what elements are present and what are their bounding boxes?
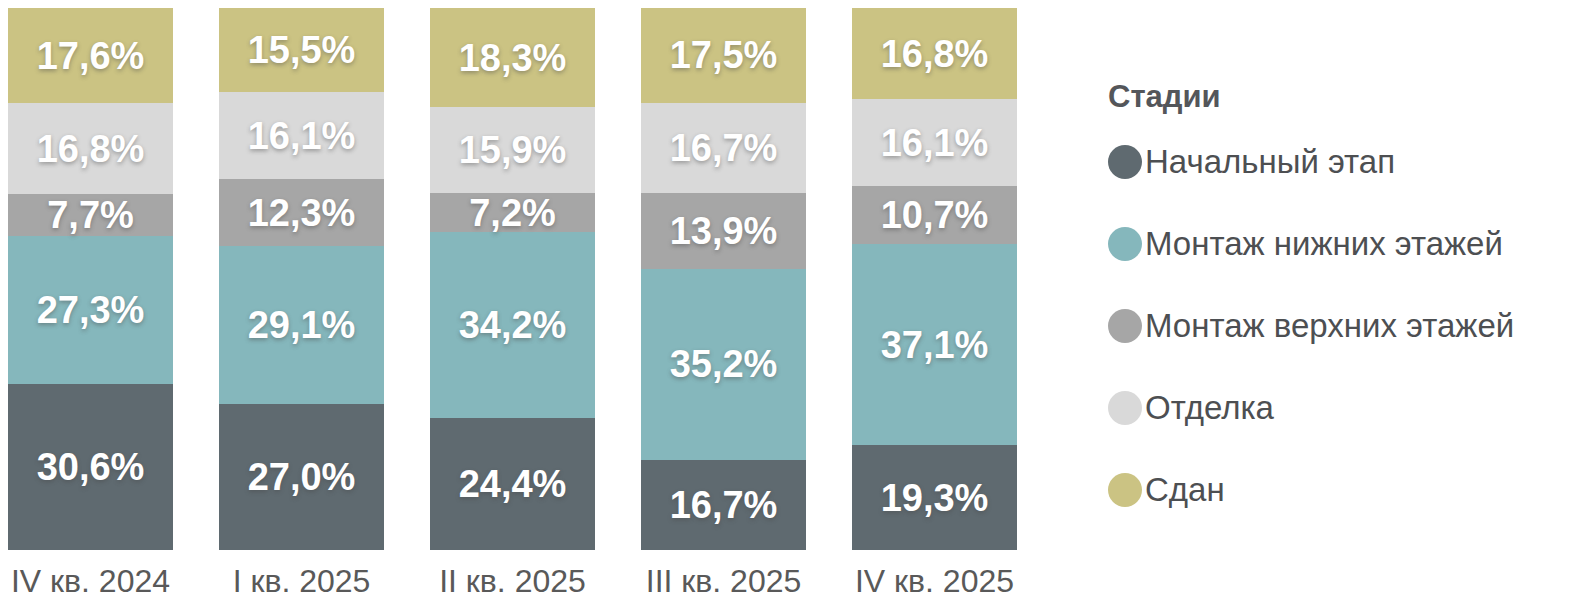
bar-stack-5: 19,3% 37,1% 10,7% 16,1% 16,8% [852,8,1017,550]
segment-value-label: 16,8% [881,35,989,73]
segment-value-label: 17,5% [670,36,778,74]
bar-segment-series-5-cat-3: 18,3% [430,8,595,107]
x-axis-label-4: III кв. 2025 [641,562,806,600]
segment-value-label: 16,1% [248,117,356,155]
bar-column-2: 27,0% 29,1% 12,3% 16,1% 15,5% I кв. 2025 [219,8,384,600]
legend-item-1: Начальный этап [1108,145,1514,179]
legend-item-2: Монтаж нижних этажей [1108,227,1514,261]
legend-swatch-icon [1108,145,1142,179]
legend-item-label: Отделка [1145,389,1274,427]
segment-value-label: 17,6% [37,37,145,75]
legend-item-3: Монтаж верхних этажей [1108,309,1514,343]
bar-segment-series-1-cat-1: 30,6% [8,384,173,550]
legend-swatch-icon [1108,473,1142,507]
segment-value-label: 13,9% [670,212,778,250]
bar-segment-series-1-cat-3: 24,4% [430,418,595,550]
segment-value-label: 35,2% [670,345,778,383]
legend: Стадии Начальный этап Монтаж нижних этаже… [1108,78,1514,555]
bar-stack-3: 24,4% 34,2% 7,2% 15,9% 18,3% [430,8,595,550]
segment-value-label: 16,7% [670,129,778,167]
segment-value-label: 16,7% [670,486,778,524]
legend-item-5: Сдан [1108,473,1514,507]
segment-value-label: 19,3% [881,479,989,517]
bar-stack-4: 16,7% 35,2% 13,9% 16,7% 17,5% [641,8,806,550]
segment-value-label: 27,3% [37,291,145,329]
legend-item-label: Монтаж верхних этажей [1145,307,1514,345]
segment-value-label: 7,7% [47,196,134,234]
bar-segment-series-1-cat-4: 16,7% [641,460,806,551]
bar-segment-series-2-cat-3: 34,2% [430,232,595,417]
bar-segment-series-4-cat-3: 15,9% [430,107,595,193]
stacked-bar-chart: 30,6% 27,3% 7,7% 16,8% 17,6% IV кв. 2024 27,0%… [0,0,1587,609]
bar-stack-2: 27,0% 29,1% 12,3% 16,1% 15,5% [219,8,384,550]
bar-segment-series-2-cat-2: 29,1% [219,246,384,404]
bar-column-3: 24,4% 34,2% 7,2% 15,9% 18,3% II кв. 2025 [430,8,595,600]
bar-segment-series-2-cat-5: 37,1% [852,244,1017,445]
bar-column-1: 30,6% 27,3% 7,7% 16,8% 17,6% IV кв. 2024 [8,8,173,600]
bar-stack-1: 30,6% 27,3% 7,7% 16,8% 17,6% [8,8,173,550]
bar-segment-series-2-cat-1: 27,3% [8,236,173,384]
bar-segment-series-5-cat-4: 17,5% [641,8,806,103]
segment-value-label: 15,9% [459,131,567,169]
x-axis-label-2: I кв. 2025 [219,562,384,600]
segment-value-label: 30,6% [37,448,145,486]
segment-value-label: 12,3% [248,194,356,232]
legend-item-label: Монтаж нижних этажей [1145,225,1503,263]
x-axis-label-1: IV кв. 2024 [8,562,173,600]
segment-value-label: 24,4% [459,465,567,503]
bar-segment-series-4-cat-1: 16,8% [8,103,173,194]
bar-column-5: 19,3% 37,1% 10,7% 16,1% 16,8% IV кв. 2025 [852,8,1017,600]
legend-title: Стадии [1108,78,1514,115]
segment-value-label: 34,2% [459,306,567,344]
bar-segment-series-5-cat-1: 17,6% [8,8,173,103]
legend-item-4: Отделка [1108,391,1514,425]
bar-column-4: 16,7% 35,2% 13,9% 16,7% 17,5% III кв. 2025 [641,8,806,600]
bar-segment-series-4-cat-2: 16,1% [219,92,384,179]
segment-value-label: 16,8% [37,130,145,168]
bar-segment-series-3-cat-2: 12,3% [219,179,384,246]
segment-value-label: 29,1% [248,306,356,344]
bar-segment-series-3-cat-3: 7,2% [430,193,595,232]
segment-value-label: 27,0% [248,458,356,496]
segment-value-label: 15,5% [248,31,356,69]
bars-area: 30,6% 27,3% 7,7% 16,8% 17,6% IV кв. 2024 27,0%… [8,8,1017,600]
x-axis-label-3: II кв. 2025 [430,562,595,600]
legend-item-label: Сдан [1145,471,1225,509]
legend-swatch-icon [1108,227,1142,261]
bar-segment-series-2-cat-4: 35,2% [641,269,806,460]
bar-segment-series-1-cat-2: 27,0% [219,404,384,550]
segment-value-label: 37,1% [881,326,989,364]
bar-segment-series-5-cat-5: 16,8% [852,8,1017,99]
segment-value-label: 16,1% [881,124,989,162]
bar-segment-series-5-cat-2: 15,5% [219,8,384,92]
segment-value-label: 10,7% [881,196,989,234]
bar-segment-series-3-cat-1: 7,7% [8,194,173,236]
x-axis-label-5: IV кв. 2025 [852,562,1017,600]
segment-value-label: 18,3% [459,39,567,77]
legend-items: Начальный этап Монтаж нижних этажей Монтаж… [1108,145,1514,507]
bar-segment-series-4-cat-5: 16,1% [852,99,1017,186]
bar-segment-series-3-cat-5: 10,7% [852,186,1017,244]
segment-value-label: 7,2% [469,194,556,232]
bar-segment-series-4-cat-4: 16,7% [641,103,806,194]
legend-swatch-icon [1108,309,1142,343]
bar-segment-series-3-cat-4: 13,9% [641,193,806,268]
legend-swatch-icon [1108,391,1142,425]
bar-segment-series-1-cat-5: 19,3% [852,445,1017,550]
legend-item-label: Начальный этап [1145,143,1395,181]
